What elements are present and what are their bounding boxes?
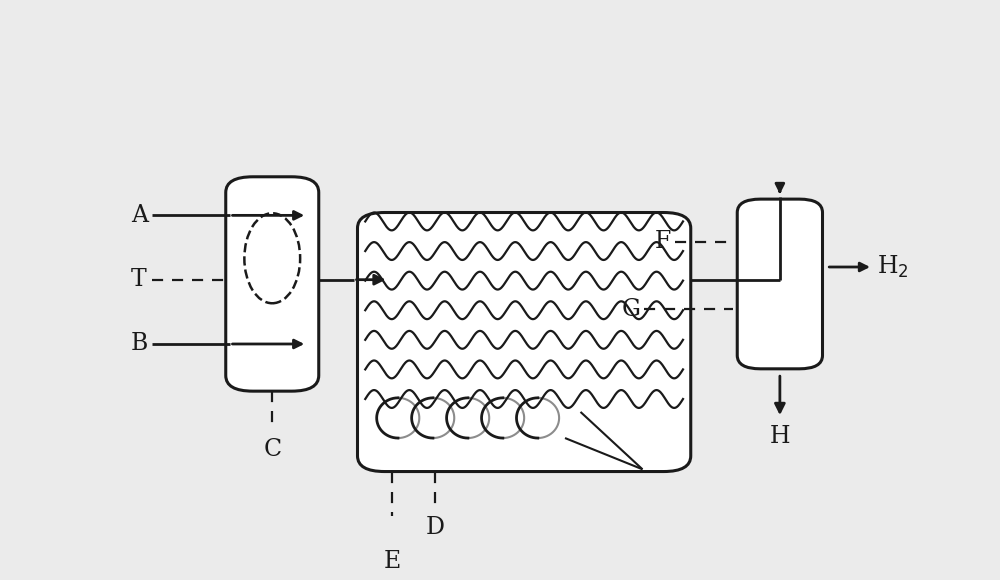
- FancyBboxPatch shape: [358, 212, 691, 472]
- Text: H: H: [770, 425, 790, 448]
- Text: E: E: [384, 550, 401, 572]
- FancyBboxPatch shape: [737, 199, 822, 369]
- Text: A: A: [131, 204, 148, 227]
- FancyBboxPatch shape: [226, 177, 319, 391]
- Text: F: F: [655, 230, 671, 253]
- Text: B: B: [131, 332, 148, 356]
- Text: G: G: [621, 298, 640, 321]
- Text: T: T: [131, 268, 147, 291]
- Text: D: D: [426, 516, 444, 539]
- Text: C: C: [263, 438, 281, 461]
- Text: H$_2$: H$_2$: [877, 254, 908, 280]
